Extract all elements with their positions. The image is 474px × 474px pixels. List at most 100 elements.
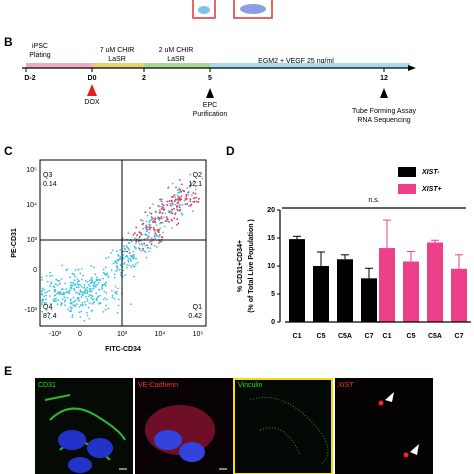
cell-dot — [90, 276, 93, 279]
cell-dot — [164, 212, 167, 215]
cell-dot — [76, 278, 79, 280]
cell-dot — [156, 246, 158, 248]
cell-dot — [81, 285, 83, 288]
cell-dot — [192, 201, 195, 203]
cell-dot — [179, 188, 182, 191]
cell-dot — [116, 312, 119, 314]
cell-dot — [141, 249, 144, 251]
cell-dot — [58, 282, 61, 285]
cell-dot — [86, 289, 88, 291]
bar — [289, 239, 305, 322]
cell-dot — [48, 317, 51, 320]
cell-dot — [177, 222, 180, 225]
cell-dot — [161, 212, 164, 215]
cell-dot — [73, 279, 76, 281]
stage-band — [210, 63, 410, 68]
cell-dot — [126, 266, 128, 269]
cell-dot — [105, 257, 107, 260]
cell-dot — [102, 311, 105, 313]
cell-dot — [41, 299, 44, 302]
cell-dot — [59, 291, 62, 294]
cell-dot — [50, 308, 53, 311]
cell-dot — [161, 207, 164, 209]
cell-dot — [173, 217, 176, 220]
arrow — [87, 84, 97, 96]
nucleus — [154, 430, 182, 450]
cell-dot — [142, 227, 145, 230]
cell-dot — [105, 281, 107, 284]
cell-dot — [92, 298, 95, 301]
cell-dot — [175, 186, 177, 189]
cell-dot — [74, 300, 77, 302]
cell-dot — [95, 278, 98, 281]
arrowhead — [410, 444, 419, 455]
cell-dot — [93, 266, 95, 269]
cell-dot — [153, 220, 156, 223]
cell-dot — [148, 224, 151, 227]
cell-dot — [186, 186, 189, 189]
y-tick-label: 10 — [267, 263, 275, 270]
cell-dot — [65, 291, 68, 293]
cell-dot — [153, 235, 156, 238]
cell-dot — [134, 237, 136, 240]
cell-dot — [138, 237, 140, 240]
cell-dot — [90, 310, 93, 312]
y-tick-label: 10³ — [27, 237, 38, 244]
x-tick-label: C5 — [407, 333, 416, 340]
cell-dot — [145, 234, 147, 236]
legend-swatch — [398, 167, 416, 177]
cell-dot — [81, 278, 83, 281]
quadrant-value: 12.1 — [188, 181, 202, 188]
cell-dot — [138, 231, 141, 234]
cell-dot — [169, 202, 171, 205]
cell-dot — [73, 287, 76, 290]
quadrant-value: 0.14 — [43, 181, 57, 188]
cell-dot — [124, 250, 127, 253]
cell-dot — [64, 300, 66, 303]
cell-dot — [175, 205, 178, 208]
cell-image — [240, 4, 266, 14]
cell-dot — [174, 203, 177, 206]
cell-dot — [60, 288, 63, 291]
arrow — [380, 88, 388, 98]
cell-dot — [119, 264, 122, 267]
cell-dot — [162, 216, 165, 219]
cell-dot — [135, 235, 138, 237]
cell-dot — [113, 276, 116, 279]
cell-dot — [90, 297, 93, 299]
cell-dot — [89, 288, 92, 290]
cell-dot — [158, 231, 160, 234]
cell-dot — [45, 298, 47, 301]
cell-dot — [55, 278, 58, 281]
cell-dot — [166, 200, 169, 203]
cell-dot — [132, 233, 135, 236]
cell-dot — [118, 258, 121, 261]
cell-dot — [144, 211, 147, 214]
day-label: 2 — [142, 75, 146, 82]
cell-dot — [148, 221, 151, 224]
cell-dot — [181, 183, 183, 186]
cell-dot — [128, 257, 130, 260]
cell-dot — [98, 289, 100, 291]
cell-dot — [101, 288, 104, 290]
cell-dot — [168, 220, 171, 223]
stain-label: VE-Cadherin — [138, 382, 178, 389]
stage-label: 2 uM CHIR — [159, 47, 194, 54]
cell-dot — [135, 226, 138, 229]
cell-dot — [69, 299, 72, 302]
cell-dot — [126, 246, 129, 249]
cell-dot — [60, 304, 62, 306]
cell-dot — [178, 203, 181, 206]
cell-dot — [146, 230, 149, 232]
cell-dot — [171, 182, 174, 185]
cell-dot — [151, 240, 153, 243]
y-tick-label: -10³ — [25, 307, 38, 314]
cell-dot — [70, 284, 72, 287]
axis-label: (% of Total Live Population ) — [248, 219, 255, 313]
cell-dot — [44, 291, 47, 294]
cell-dot — [79, 303, 82, 306]
x-tick-label: 10³ — [117, 331, 128, 338]
cell-dot — [48, 289, 50, 292]
cell-dot — [113, 273, 116, 276]
cell-dot — [69, 281, 72, 284]
